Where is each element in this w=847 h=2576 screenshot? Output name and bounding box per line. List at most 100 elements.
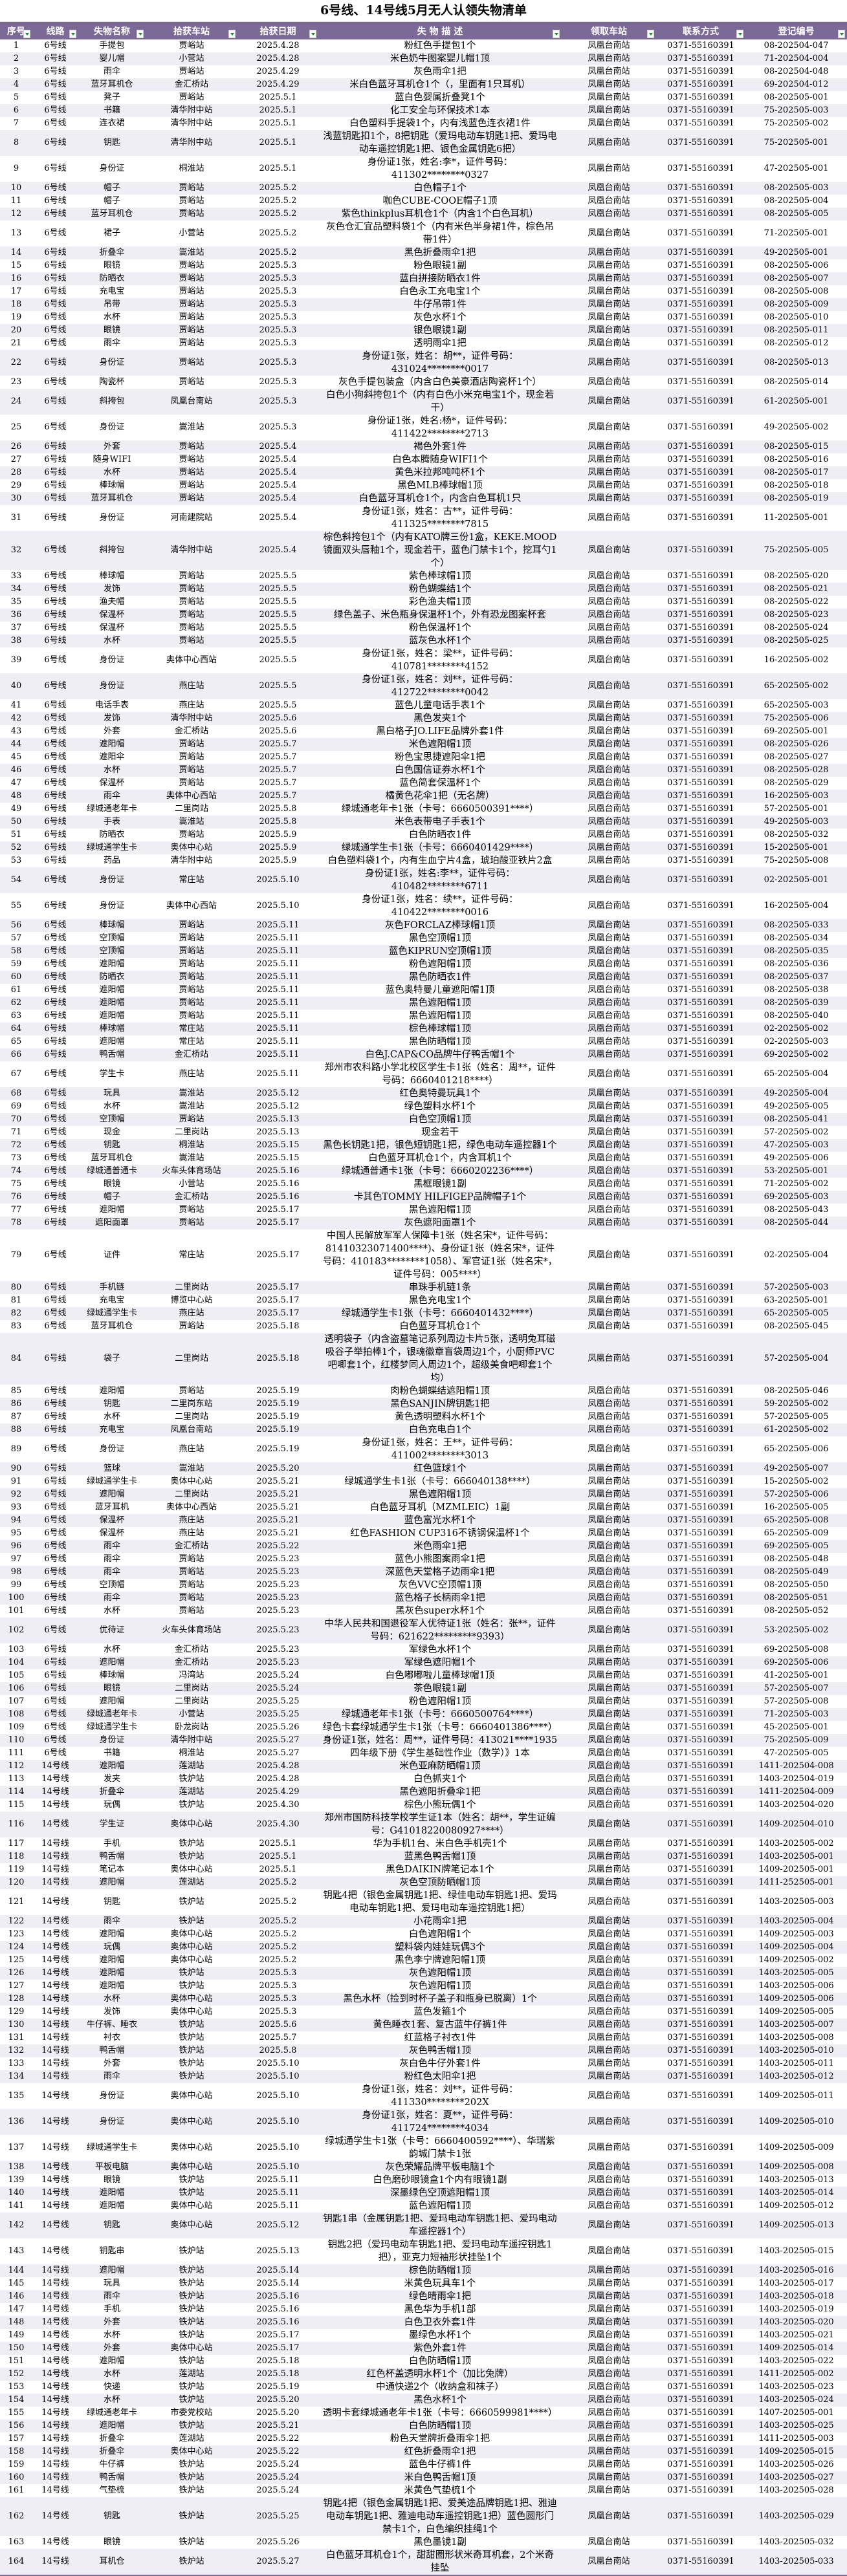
- cell-found-station: 铁炉站: [146, 2549, 237, 2575]
- cell-found-station: 二里岗站: [146, 1333, 237, 1385]
- cell-found-date: 2025.5.6: [237, 2019, 318, 2031]
- table-row: 18 6号线 吊带 贾峪站 2025.5.3 牛仔吊带1件 凤凰台南站 0371-551603…: [0, 298, 847, 311]
- cell-found-date: 2025.5.17: [256, 1250, 300, 1260]
- cell-description: 红色奥特曼玩具1个: [318, 1087, 562, 1100]
- cell-contact: 0371-55160391: [667, 2460, 734, 2469]
- cell-found-date: 2025.4.29: [256, 67, 300, 76]
- filter-dropdown-icon[interactable]: [647, 30, 654, 38]
- cell-pickup-station: 凤凰台南站: [562, 1514, 656, 1527]
- cell-seq: 96: [0, 1540, 32, 1553]
- cell-found-station: 凤凰台南站: [146, 1423, 237, 1436]
- cell-item-name: 手机链: [78, 1281, 146, 1294]
- cell-pickup-station: 凤凰台南站: [562, 2044, 656, 2057]
- cell-line: 6号线: [44, 1101, 67, 1111]
- filter-dropdown-icon[interactable]: [736, 30, 743, 38]
- cell-pickup-station: 凤凰台南站: [588, 2201, 630, 2211]
- filter-dropdown-icon[interactable]: [69, 30, 76, 38]
- cell-item-name: 钥匙: [78, 130, 146, 156]
- cell-seq: 63: [10, 1011, 22, 1021]
- cell-pickup-station: 凤凰台南站: [562, 2213, 656, 2238]
- cell-found-station: 贾峪站: [146, 182, 237, 195]
- table-row: 85 6号线 遮阳帽 贾峪站 2025.5.19 肉粉色蝴蝶结遮阳帽1顶 凤凰台南站 0371…: [0, 1385, 847, 1398]
- cell-seq: 153: [8, 2382, 25, 2392]
- cell-seq: 8: [0, 130, 32, 156]
- cell-seq: 133: [8, 2059, 25, 2068]
- cell-reg-number: 08-202505-040: [764, 1011, 829, 1021]
- cell-line: 6号线: [44, 1386, 67, 1396]
- cell-found-station: 铁炉站: [179, 2330, 204, 2340]
- cell-reg-number: 08-202505-010: [764, 312, 829, 322]
- cell-item-name: 婴儿帽: [78, 52, 146, 65]
- cell-reg-number: 08-202505-050: [764, 1580, 829, 1590]
- filter-dropdown-icon[interactable]: [23, 30, 30, 38]
- filter-dropdown-icon[interactable]: [309, 30, 316, 38]
- cell-description: 透明雨伞1把: [413, 338, 467, 349]
- cell-seq: 69: [10, 1101, 22, 1111]
- cell-item-name: 发饰: [103, 2007, 120, 2017]
- cell-reg-number: 41-202505-001: [764, 1671, 829, 1680]
- cell-item-name: 绿城通学生卡: [86, 1722, 137, 1732]
- cell-found-station: 铁炉站: [146, 1967, 237, 1980]
- filter-dropdown-icon[interactable]: [838, 30, 845, 38]
- cell-pickup-station: 凤凰台南站: [588, 261, 630, 270]
- table-row: 55 6号线 身份证 奥体中心西站 2025.5.10 身份证1张，姓名：续**，证件号码…: [0, 893, 847, 919]
- cell-reg-number: 47-202505-005: [764, 1748, 829, 1758]
- cell-found-date: 2025.5.16: [237, 1191, 318, 1204]
- table-row: 56 6号线 棒球帽 贾峪站 2025.5.11 灰色FORCLAZ棒球帽1顶 凤凰台南站 0…: [0, 919, 847, 932]
- cell-item-name: 耳机仓: [78, 2549, 146, 2575]
- cell-pickup-station: 凤凰台南站: [562, 1398, 656, 1411]
- cell-pickup-station: 凤凰台南站: [562, 1023, 656, 1035]
- cell-found-date: 2025.5.11: [256, 1037, 300, 1046]
- cell-description: 浅蓝钥匙扣1个，8把钥匙（爱玛电动车钥匙1把、爱玛电动车遥控钥匙1把、银色金属钥…: [318, 130, 562, 156]
- cell-seq: 88: [0, 1423, 32, 1436]
- cell-description: 白色帽子1个: [318, 182, 562, 195]
- cell-found-station: 贾峪站: [179, 455, 204, 464]
- cell-line: 14号线: [41, 1774, 69, 1784]
- cell-item-name: 绿城通学生卡: [86, 2143, 137, 2152]
- cell-description: 粉色天堂牌折叠雨伞1把: [390, 2434, 490, 2444]
- cell-line: 6号线: [32, 997, 78, 1010]
- cell-contact: 0371-55160391: [667, 933, 734, 943]
- cell-contact: 0371-55160391: [667, 2201, 734, 2211]
- cell-reg-number: 08-202505-046: [764, 1386, 829, 1396]
- cell-item-name: 遮阳帽: [78, 1760, 146, 1773]
- table-row: 96 6号线 雨伞 金汇桥站 2025.5.22 米色雨伞1把 凤凰台南站 0371-5516…: [0, 1540, 847, 1553]
- cell-found-date: 2025.5.5: [237, 673, 318, 699]
- cell-description: 黑色水杯（捡到时杯子盖子和瓶身已脱离）1个: [318, 1993, 562, 2006]
- table-row: 158 14号线 折叠伞 奥体中心站 2025.5.22 红色折叠雨伞1把 凤凰台南站 037…: [0, 2445, 847, 2458]
- cell-found-station: 铁炉站: [146, 2264, 237, 2277]
- cell-reg-number: 08-202505-018: [764, 481, 829, 490]
- cell-pickup-station: 凤凰台南站: [562, 350, 656, 376]
- cell-seq: 77: [10, 1205, 22, 1215]
- column-header-pickup-station: 领取车站: [562, 22, 656, 39]
- cell-contact: 0371-55160391: [667, 959, 734, 969]
- filter-dropdown-icon[interactable]: [228, 30, 236, 38]
- cell-line: 6号线: [44, 1477, 67, 1486]
- cell-found-date: 2025.5.25: [237, 1708, 318, 1721]
- cell-item-name: 陶瓷杯: [99, 377, 125, 387]
- cell-reg-number: 49-202505-001: [745, 246, 847, 259]
- cell-reg-number: 69-202505-008: [764, 1645, 829, 1654]
- column-header-label: 拾获日期: [259, 26, 296, 37]
- cell-item-name: 身份证: [78, 867, 146, 893]
- cell-contact: 0371-55160391: [656, 1915, 745, 1928]
- cell-line: 14号线: [41, 2434, 69, 2443]
- cell-found-station: 铁炉站: [146, 2471, 237, 2484]
- cell-reg-number: 47-202505-001: [764, 164, 829, 173]
- cell-reg-number: 75-202505-008: [764, 856, 829, 865]
- cell-item-name: 遮阳帽: [99, 959, 125, 969]
- cell-pickup-station: 凤凰台南站: [588, 959, 630, 969]
- cell-item-name: 优待证: [78, 1618, 146, 1643]
- cell-description: 黑色SANJIN牌钥匙1把: [318, 1398, 562, 1411]
- filter-dropdown-icon[interactable]: [137, 30, 144, 38]
- cell-found-station: 奥体中心站: [146, 2445, 237, 2458]
- cell-contact: 0371-55160391: [656, 324, 745, 337]
- cell-reg-number: 08-202505-003: [745, 182, 847, 195]
- column-header-label: 序号: [7, 26, 25, 37]
- cell-line: 14号线: [32, 2019, 78, 2031]
- cell-found-station: 嵩淮站: [146, 1462, 237, 1475]
- cell-description: 身份证1张，姓名:杨*，证件号码：411422********2713: [367, 416, 513, 439]
- table-row: 133 14号线 外套 铁炉站 2025.5.10 灰白色牛仔外套1件 凤凰台南站 0371-…: [0, 2057, 847, 2070]
- cell-description: 蓝黑色鸭舌帽1顶: [318, 1850, 562, 1863]
- filter-dropdown-icon[interactable]: [553, 30, 560, 38]
